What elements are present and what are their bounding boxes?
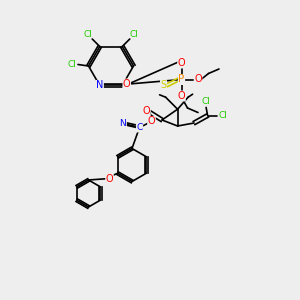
Text: Cl: Cl <box>130 30 139 39</box>
Text: Cl: Cl <box>83 30 92 39</box>
Text: O: O <box>178 58 185 68</box>
Text: Cl: Cl <box>202 98 211 106</box>
Text: S: S <box>160 80 166 91</box>
Text: C: C <box>136 123 142 132</box>
Text: O: O <box>178 91 185 101</box>
Text: O: O <box>148 116 155 127</box>
Text: O: O <box>123 79 130 89</box>
Text: Cl: Cl <box>68 60 76 69</box>
Text: N: N <box>96 80 103 91</box>
Text: O: O <box>142 106 150 116</box>
Text: O: O <box>194 74 202 85</box>
Text: Cl: Cl <box>218 111 227 120</box>
Text: O: O <box>106 173 113 184</box>
Text: N: N <box>120 118 126 127</box>
Text: P: P <box>178 74 184 85</box>
